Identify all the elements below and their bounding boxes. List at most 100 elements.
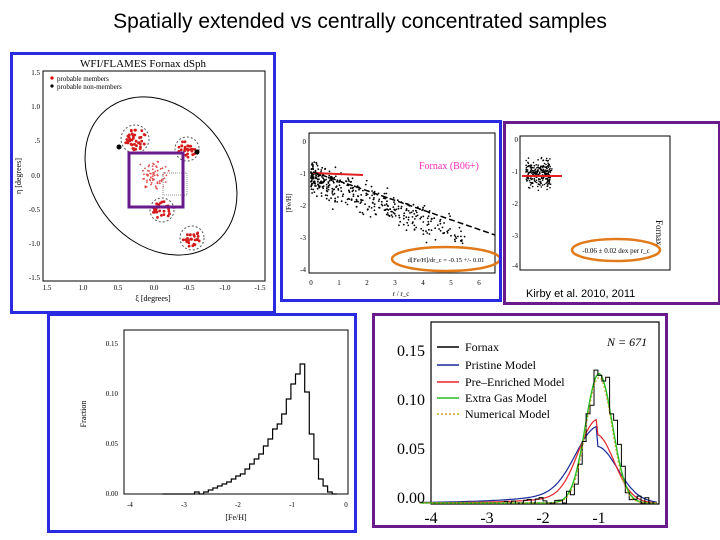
star-point	[333, 176, 336, 179]
star-point	[455, 237, 458, 239]
svg-text:-3: -3	[300, 234, 306, 242]
star-point	[406, 221, 409, 224]
star-point	[142, 169, 144, 172]
star-point	[391, 216, 394, 218]
star-point	[150, 183, 152, 186]
star-point	[527, 157, 530, 159]
star-point	[155, 187, 158, 189]
star-point	[156, 173, 159, 176]
star-point	[321, 181, 323, 183]
svg-text:-4: -4	[512, 262, 518, 270]
svg-text:0.05: 0.05	[106, 440, 119, 448]
star-point	[428, 228, 430, 231]
star-point	[529, 177, 532, 180]
star-point	[534, 169, 536, 171]
star-point	[143, 173, 145, 176]
svg-text:0: 0	[303, 138, 307, 146]
star-point	[146, 179, 148, 182]
svg-text:0.0: 0.0	[31, 172, 40, 180]
member-stars	[124, 128, 201, 248]
star-point	[549, 165, 551, 168]
star-point	[312, 188, 315, 191]
star-point	[551, 168, 553, 170]
star-point	[538, 178, 540, 180]
star-point	[386, 187, 389, 189]
map-xticks: 1.5 1.0 0.5 0.0 -0.5 -1.0 -1.5	[43, 284, 266, 292]
star-point	[410, 211, 413, 214]
histogram-ylabel: Fraction	[79, 401, 88, 428]
svg-text:0.00: 0.00	[397, 490, 425, 507]
star-point	[323, 178, 325, 181]
star-point	[368, 205, 371, 208]
star-point	[351, 177, 354, 180]
star-point	[322, 187, 325, 190]
star-point	[548, 169, 551, 171]
star-point	[529, 181, 532, 184]
star-point	[447, 229, 450, 232]
central-field	[162, 172, 188, 196]
star-point	[403, 214, 405, 217]
star-point	[419, 217, 422, 220]
gradient-ylabel: [Fe/H]	[285, 194, 293, 213]
star-point	[160, 214, 163, 217]
svg-text:-1.0: -1.0	[219, 284, 231, 292]
star-point	[161, 167, 164, 170]
star-point	[525, 159, 527, 162]
star-point	[316, 187, 319, 190]
star-point	[449, 228, 451, 230]
star-point	[189, 233, 192, 237]
star-point	[149, 178, 151, 181]
star-point	[407, 224, 410, 227]
star-point	[411, 216, 414, 218]
star-point	[325, 183, 328, 186]
star-point	[372, 198, 375, 201]
star-point	[422, 208, 424, 211]
star-point	[311, 192, 313, 194]
star-point	[534, 171, 536, 174]
star-point	[310, 188, 313, 190]
star-point	[319, 182, 322, 185]
star-point	[166, 214, 170, 218]
models-panel: N = 671 Fornax Pristine Model Pre–Enrich…	[372, 313, 668, 528]
star-point	[191, 153, 195, 157]
slide-title: Spatially extended vs centrally concentr…	[113, 10, 607, 33]
nonmember-star	[194, 149, 200, 155]
star-point	[415, 209, 417, 212]
star-point	[134, 139, 138, 143]
histogram-yticks: 0.15 0.10 0.05 0.00	[106, 340, 119, 498]
star-point	[525, 178, 528, 180]
star-point	[150, 182, 153, 184]
tidal-ellipse	[84, 96, 238, 256]
star-point	[413, 224, 416, 227]
star-point	[378, 198, 381, 201]
star-point	[331, 190, 334, 193]
star-point	[420, 216, 423, 219]
svg-text:Extra Gas Model: Extra Gas Model	[465, 391, 548, 405]
star-point	[337, 188, 340, 190]
svg-text:0: 0	[344, 501, 348, 509]
star-point	[548, 180, 551, 182]
star-point	[542, 159, 544, 162]
star-point	[399, 220, 402, 223]
star-point	[167, 169, 170, 172]
star-point	[459, 239, 462, 242]
star-point	[313, 180, 316, 183]
star-point	[526, 165, 529, 168]
histogram-plot: -4 -3 -2 -1 0 0.15 0.10 0.05 0.00 [Fe/H]…	[79, 329, 349, 522]
star-point	[546, 179, 549, 181]
star-point	[386, 204, 389, 207]
kirby-plot: Fornax -0.06 ± 0.02 dex per r_c 0 -1 -2 …	[512, 135, 671, 271]
star-point	[316, 164, 319, 167]
star-point	[427, 223, 430, 226]
star-point	[196, 237, 199, 241]
star-point	[130, 132, 134, 136]
svg-text:-2: -2	[235, 501, 241, 509]
models-legend: Fornax Pristine Model Pre–Enriched Model…	[437, 340, 565, 421]
star-point	[142, 133, 146, 136]
star-point	[185, 147, 189, 151]
star-point	[325, 187, 328, 190]
star-point	[151, 168, 154, 171]
star-point	[323, 180, 325, 183]
star-point	[540, 180, 542, 183]
star-point	[154, 185, 157, 188]
